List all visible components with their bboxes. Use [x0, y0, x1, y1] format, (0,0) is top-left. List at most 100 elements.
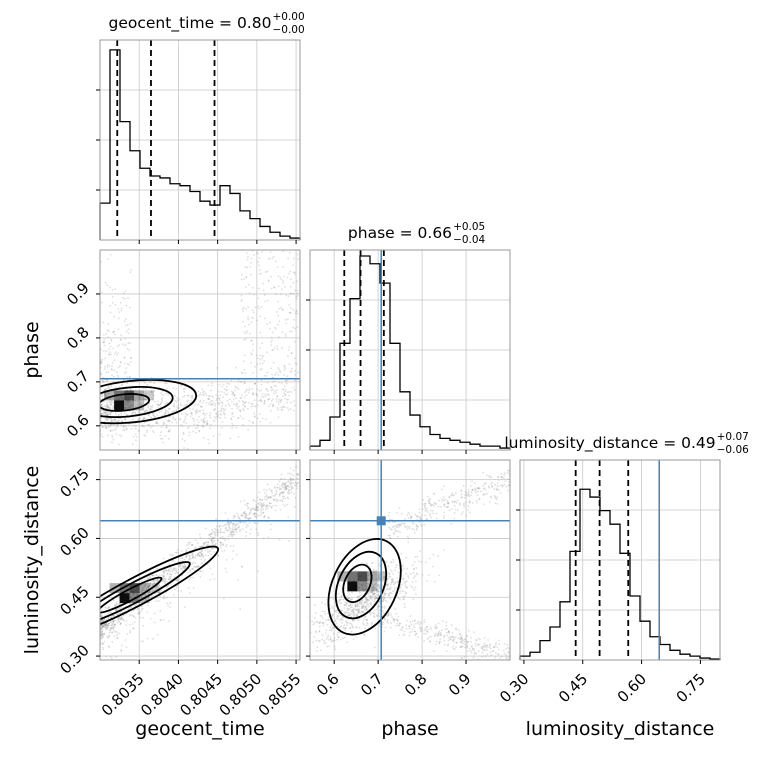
sample-point — [133, 411, 136, 414]
sample-point — [135, 439, 137, 442]
sample-point — [166, 573, 169, 576]
sample-point — [282, 492, 284, 495]
sample-point — [193, 565, 196, 568]
sample-point — [425, 518, 428, 520]
sample-point — [263, 498, 266, 500]
sample-point — [109, 626, 112, 629]
sample-point — [100, 412, 103, 415]
sample-point — [102, 624, 105, 627]
sample-point — [263, 294, 266, 296]
sample-point — [170, 573, 173, 576]
sample-point — [235, 531, 238, 534]
sample-point — [327, 618, 329, 621]
sample-point — [467, 492, 469, 495]
sample-point — [319, 621, 322, 623]
sample-point — [494, 495, 497, 498]
sample-point — [198, 430, 201, 433]
sample-point — [116, 374, 119, 377]
sample-point — [114, 619, 117, 622]
sample-point — [383, 607, 386, 609]
sample-point — [199, 409, 202, 412]
sample-point — [334, 620, 337, 623]
sample-point — [351, 591, 353, 594]
sample-point — [270, 386, 272, 388]
sample-point — [228, 404, 231, 407]
sample-point — [460, 637, 463, 639]
sample-point — [377, 606, 380, 609]
sample-point — [378, 615, 381, 618]
sample-point — [186, 544, 188, 546]
sample-point — [424, 507, 427, 509]
sample-point — [137, 403, 139, 406]
sample-point — [111, 401, 114, 404]
sample-point — [197, 553, 200, 555]
sample-point — [407, 511, 410, 514]
sample-point — [395, 612, 397, 615]
sample-point — [284, 505, 286, 508]
sample-point — [341, 621, 344, 624]
sample-point — [475, 501, 478, 504]
sample-point — [281, 500, 284, 503]
sample-point — [463, 640, 466, 643]
sample-point — [148, 584, 151, 587]
sample-point — [367, 592, 370, 595]
sample-point — [155, 421, 157, 424]
sample-point — [151, 574, 153, 577]
sample-point — [474, 487, 476, 490]
sample-point — [398, 624, 401, 627]
sample-point — [254, 508, 256, 511]
sample-point — [253, 416, 256, 419]
sample-point — [312, 623, 315, 626]
sample-point — [208, 550, 211, 553]
sample-point — [385, 592, 387, 595]
sample-point — [343, 607, 346, 609]
sample-point — [403, 603, 406, 605]
sample-point — [277, 314, 280, 317]
sample-point — [166, 382, 168, 385]
sample-point — [103, 632, 106, 635]
sample-point — [204, 413, 206, 416]
sample-point — [464, 638, 467, 641]
sample-point — [199, 551, 202, 554]
sample-point — [444, 498, 447, 501]
sample-point — [243, 512, 246, 515]
sample-point — [290, 285, 292, 288]
sample-point — [218, 397, 220, 399]
sample-point — [107, 407, 109, 410]
sample-point — [143, 417, 146, 420]
sample-point — [142, 588, 144, 591]
sample-point — [442, 496, 445, 498]
sample-point — [117, 619, 120, 622]
sample-point — [216, 525, 218, 528]
sample-point — [213, 543, 216, 546]
sample-point — [215, 412, 218, 415]
sample-point — [210, 539, 213, 542]
sample-point — [442, 619, 444, 622]
sample-point — [153, 581, 156, 584]
sample-point — [351, 619, 354, 622]
sample-point — [390, 586, 393, 589]
sample-point — [224, 416, 227, 419]
sample-point — [238, 525, 241, 528]
sample-point — [392, 583, 395, 586]
sample-point — [423, 640, 425, 642]
sample-point — [207, 541, 210, 543]
sample-point — [503, 643, 506, 645]
sample-point — [208, 395, 211, 397]
sample-point — [360, 610, 363, 612]
sample-point — [148, 414, 150, 417]
sample-point — [129, 629, 132, 632]
sample-point — [255, 504, 258, 506]
sample-point — [474, 651, 476, 654]
sample-point — [244, 521, 247, 524]
sample-point — [111, 288, 114, 291]
sample-point — [314, 612, 317, 615]
sample-point — [416, 573, 419, 576]
sample-point — [321, 617, 324, 619]
sample-point — [419, 516, 422, 519]
sample-point — [228, 382, 230, 385]
sample-point — [127, 342, 130, 344]
sample-point — [295, 362, 298, 365]
sample-point — [292, 281, 295, 284]
sample-point — [232, 533, 235, 536]
